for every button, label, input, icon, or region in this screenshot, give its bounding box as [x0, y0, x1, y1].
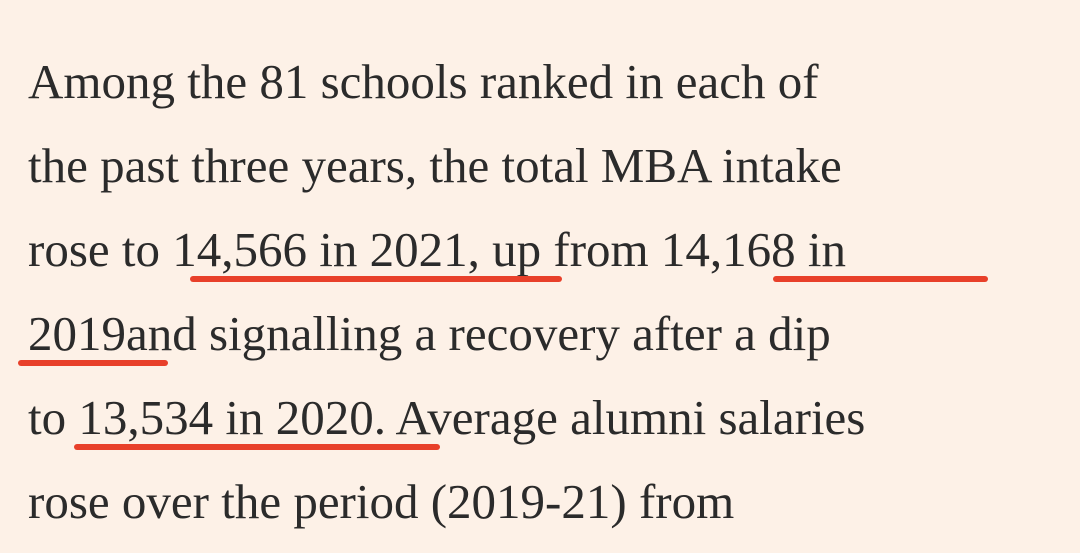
text-line-1: Among the 81 schools ranked in each of	[28, 40, 1068, 124]
line-text: to	[28, 390, 79, 445]
highlighted-figure-2021: 14,566 in 2021,	[172, 222, 480, 277]
article-paragraph: Among the 81 schools ranked in each of t…	[18, 40, 1068, 544]
text-line-5: to 13,534 in 2020. Average alumni salari…	[28, 376, 1068, 460]
text-line-4: 2019 and signalling a recovery after a d…	[18, 292, 1068, 376]
highlighted-figure-2019-part1: 14,168 in	[660, 222, 846, 277]
red-underline	[74, 444, 440, 450]
line-text: up from	[479, 222, 661, 277]
highlighted-figure-2019-part2: 2019	[28, 306, 126, 361]
text-line-2: the past three years, the total MBA inta…	[28, 124, 1068, 208]
line-text: rose to	[28, 222, 173, 277]
red-underline	[18, 360, 168, 366]
line-text: rose over the period (2019-21) from	[28, 474, 735, 529]
highlighted-figure-2020: 13,534 in 2020	[78, 390, 374, 445]
red-underline	[190, 276, 562, 282]
text-line-3: rose to 14,566 in 2021, up from 14,168 i…	[28, 208, 1068, 292]
line-text: . Average alumni salaries	[373, 390, 866, 445]
line-text: the past three years, the total MBA inta…	[28, 138, 842, 193]
line-text: and signalling a recovery after a dip	[126, 306, 831, 361]
red-underline	[773, 276, 988, 282]
line-text: Among the 81 schools ranked in each of	[28, 54, 819, 109]
text-line-6: rose over the period (2019-21) from	[28, 460, 1068, 544]
